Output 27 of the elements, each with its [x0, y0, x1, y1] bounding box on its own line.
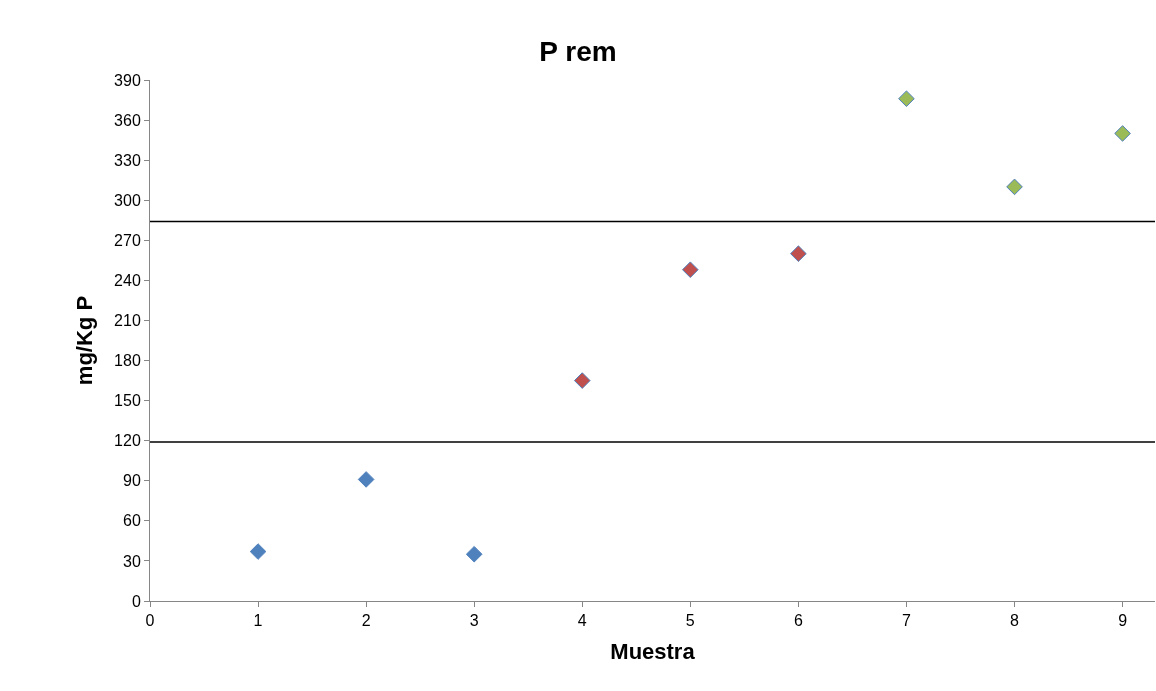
- x-tick-label: 4: [577, 612, 587, 630]
- y-axis-title: mg/Kg P: [71, 295, 97, 386]
- y-tick-label: 300: [114, 191, 141, 209]
- x-tick-label: 6: [793, 612, 803, 630]
- x-tick-label: 2: [361, 612, 371, 630]
- y-tick-label: 150: [114, 392, 141, 410]
- y-tick-label: 120: [114, 432, 141, 450]
- y-tick-label: 240: [114, 271, 141, 289]
- x-tick-label: 1: [253, 612, 263, 630]
- x-tick-label: 5: [685, 612, 695, 630]
- y-tick-label: 30: [123, 552, 141, 570]
- chart-title: P rem: [539, 36, 617, 68]
- y-tick-label: 270: [114, 231, 141, 249]
- y-tick-label: 390: [114, 71, 141, 89]
- x-tick-label: 7: [902, 612, 911, 630]
- y-tick-label: 90: [123, 472, 141, 490]
- y-tick-label: 360: [114, 111, 141, 129]
- x-tick-label: 9: [1118, 612, 1128, 630]
- y-tick-label: 60: [123, 512, 141, 530]
- y-tick-label: 330: [114, 151, 141, 169]
- x-tick-label: 0: [145, 612, 155, 630]
- y-tick-label: 210: [114, 312, 141, 330]
- x-tick-label: 8: [1010, 612, 1020, 630]
- y-tick-label: 0: [131, 592, 141, 610]
- x-tick-label: 3: [469, 612, 479, 630]
- y-tick-label: 180: [114, 352, 141, 370]
- x-axis-title: Muestra: [610, 639, 696, 665]
